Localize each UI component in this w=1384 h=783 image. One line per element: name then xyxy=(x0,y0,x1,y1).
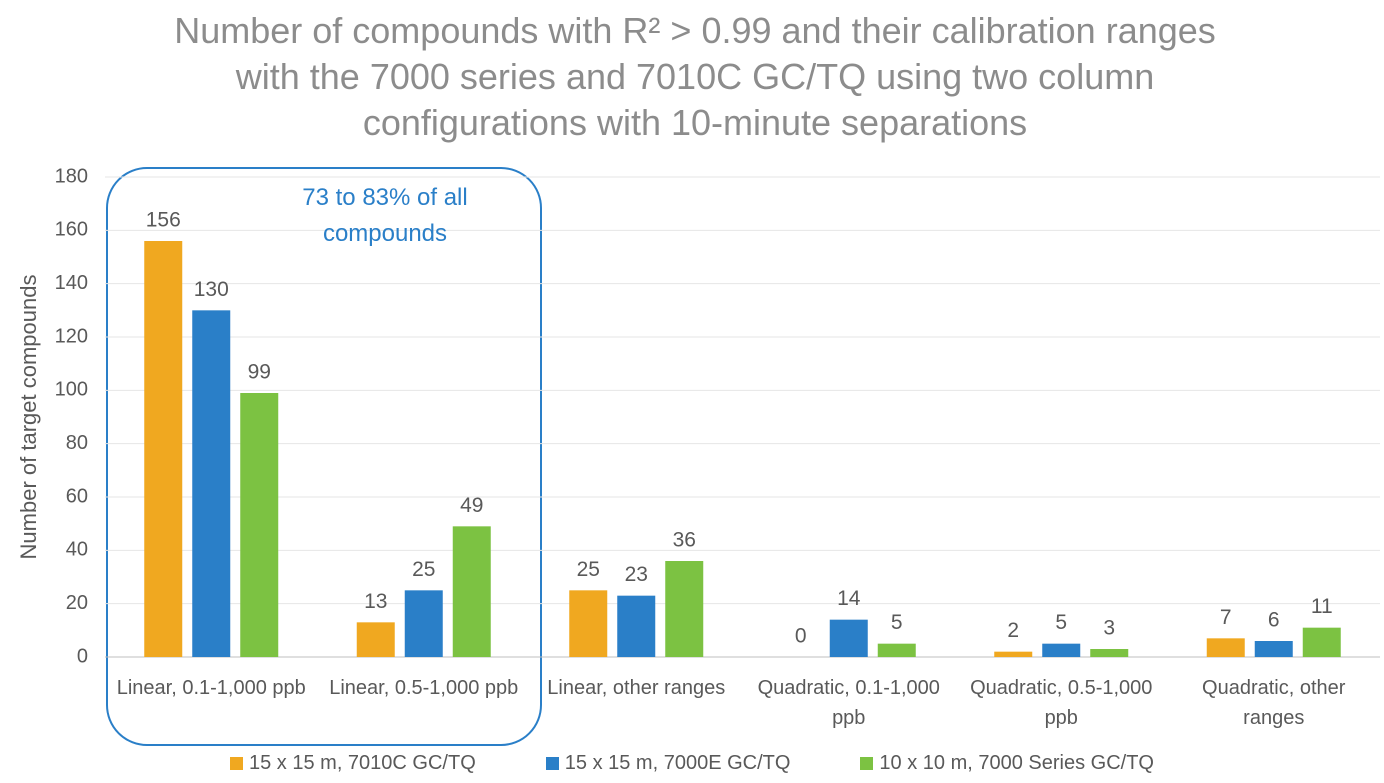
bar xyxy=(994,651,1033,657)
value-label: 25 xyxy=(577,558,600,581)
value-label: 5 xyxy=(891,611,903,634)
x-tick-label: Linear, other ranges xyxy=(547,677,726,699)
bar xyxy=(192,310,231,657)
bar xyxy=(877,643,916,657)
x-tick-label: Quadratic, other ranges xyxy=(1202,677,1346,729)
bar xyxy=(665,561,704,657)
x-tick-label: Quadratic, 0.5-1,000 ppb xyxy=(970,677,1153,729)
x-tick-label: Linear, 0.1-1,000 ppb xyxy=(116,677,306,699)
bar xyxy=(240,393,279,657)
bar xyxy=(144,241,183,657)
value-label: 130 xyxy=(194,278,229,301)
legend-item: 10 x 10 m, 7000 Series GC/TQ xyxy=(860,752,1154,775)
legend: 15 x 15 m, 7010C GC/TQ 15 x 15 m, 7000E G… xyxy=(0,752,1384,775)
bar xyxy=(1302,627,1341,657)
bar xyxy=(1042,643,1081,657)
value-label: 11 xyxy=(1311,595,1333,618)
y-tick-label: 180 xyxy=(55,165,88,187)
value-label: 5 xyxy=(1055,611,1067,634)
bar xyxy=(617,595,656,657)
bar xyxy=(1254,641,1293,657)
legend-swatch xyxy=(230,757,243,770)
legend-label: 15 x 15 m, 7010C GC/TQ xyxy=(249,752,476,774)
value-label: 0 xyxy=(795,625,807,648)
chart-title: Number of compounds with R² > 0.99 and t… xyxy=(174,10,1216,143)
y-axis-label: Number of target compounds xyxy=(16,275,41,560)
bar xyxy=(356,622,395,657)
bar xyxy=(829,619,868,657)
y-tick-label: 60 xyxy=(66,485,88,507)
value-label: 13 xyxy=(364,590,387,613)
annotation: 73 to 83% of all compounds xyxy=(302,184,468,247)
value-label: 49 xyxy=(460,494,483,517)
value-label: 6 xyxy=(1268,609,1280,632)
value-label: 2 xyxy=(1007,619,1019,642)
bar xyxy=(569,590,608,657)
bar xyxy=(1206,638,1245,657)
y-tick-label: 160 xyxy=(55,219,88,241)
y-tick-label: 100 xyxy=(55,379,88,401)
value-label: 7 xyxy=(1220,606,1232,629)
value-label: 36 xyxy=(673,529,696,552)
legend-swatch xyxy=(545,757,559,770)
y-tick-label: 0 xyxy=(77,645,88,667)
y-tick-label: 80 xyxy=(66,432,88,454)
bar xyxy=(452,526,491,657)
value-label: 23 xyxy=(625,563,648,586)
y-tick-label: 40 xyxy=(66,539,88,561)
legend-label: 15 x 15 m, 7000E GC/TQ xyxy=(564,752,791,774)
value-label: 99 xyxy=(248,361,271,384)
bar xyxy=(404,590,443,657)
x-tick-label: Quadratic, 0.1-1,000 ppb xyxy=(757,677,940,729)
legend-swatch xyxy=(860,757,874,770)
y-tick-label: 140 xyxy=(55,272,88,294)
bar xyxy=(1090,649,1129,657)
value-label: 14 xyxy=(837,587,861,610)
legend-item: 15 x 15 m, 7010C GC/TQ xyxy=(230,752,476,775)
y-tick-label: 120 xyxy=(55,325,88,347)
value-label: 3 xyxy=(1103,617,1115,640)
legend-item: 15 x 15 m, 7000E GC/TQ xyxy=(545,752,791,775)
legend-label: 10 x 10 m, 7000 Series GC/TQ xyxy=(879,752,1154,774)
value-label: 25 xyxy=(412,558,435,581)
x-tick-label: Linear, 0.5-1,000 ppb xyxy=(329,677,519,699)
highlight-box xyxy=(106,167,542,746)
y-tick-label: 20 xyxy=(66,592,88,614)
value-label: 156 xyxy=(146,209,181,232)
